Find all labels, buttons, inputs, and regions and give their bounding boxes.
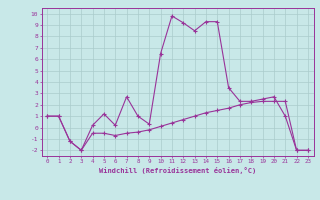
X-axis label: Windchill (Refroidissement éolien,°C): Windchill (Refroidissement éolien,°C) xyxy=(99,167,256,174)
